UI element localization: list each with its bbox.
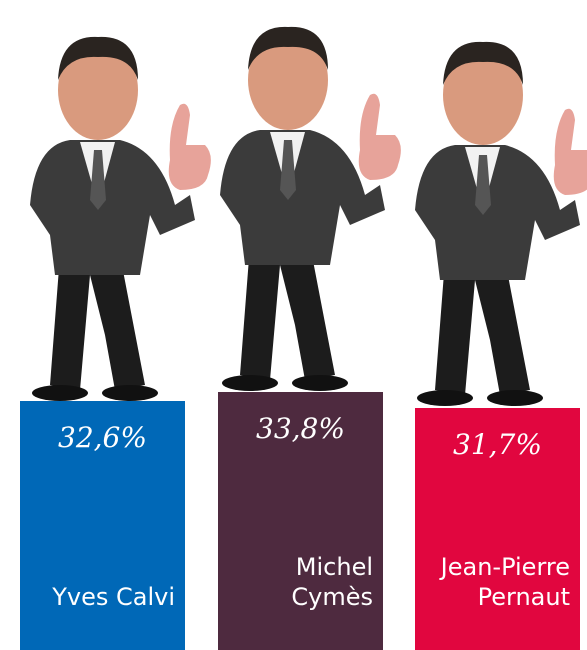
bar: 32,6% Yves Calvi (20, 401, 185, 650)
value-label: 31,7% (453, 428, 542, 462)
category-label: Yves Calvi (52, 583, 175, 611)
bar: 33,8% Michel Cymès (218, 392, 383, 650)
value-label: 33,8% (256, 412, 345, 446)
category-label: Michel Cymès (291, 553, 373, 611)
figures (30, 26, 587, 407)
value-label: 32,6% (58, 421, 147, 455)
bar: 31,7% Jean-Pierre Pernaut (415, 408, 580, 650)
category-label: Jean-Pierre Pernaut (440, 553, 570, 611)
